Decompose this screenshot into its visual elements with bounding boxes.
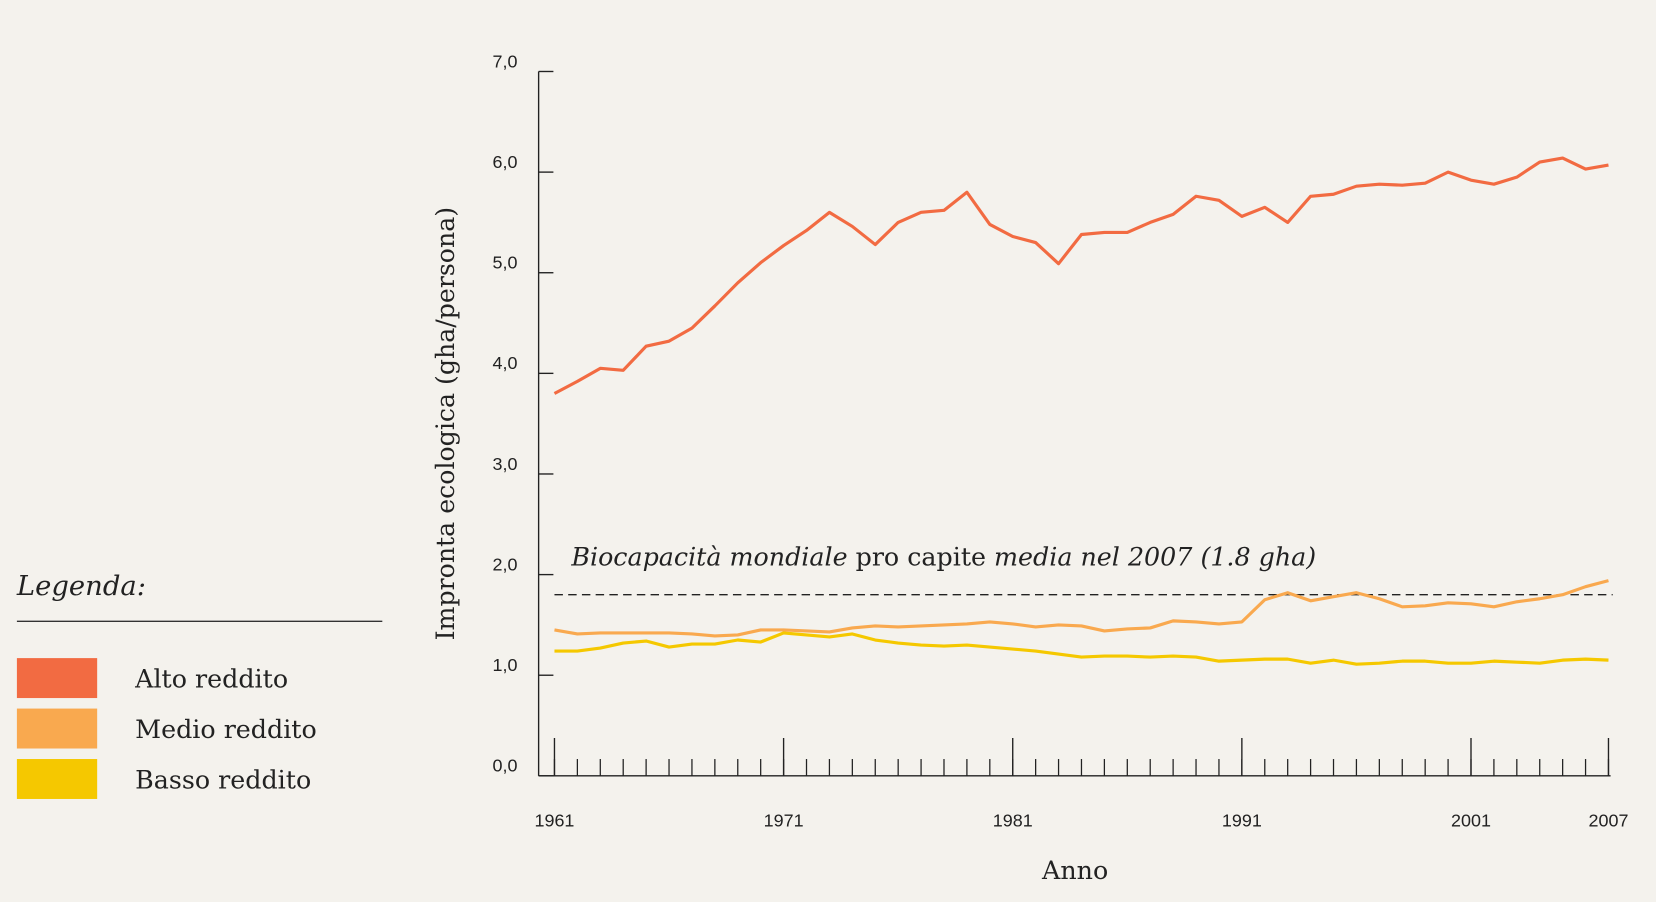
reference-label-part: media nel 2007 (1.8 gha) — [994, 543, 1316, 572]
x-tick-label: 1961 — [534, 810, 574, 830]
series-line — [554, 579, 1609, 638]
y-tick-label: 4,0 — [493, 353, 518, 373]
x-tick-label: 2007 — [1589, 810, 1629, 830]
reference-label: Biocapacità mondiale pro capite media ne… — [570, 543, 1316, 572]
x-axis-label: Anno — [1041, 856, 1108, 885]
legend-swatch — [16, 708, 98, 749]
legend-label: Alto reddito — [134, 665, 288, 694]
y-tick-label: 0,0 — [493, 756, 518, 776]
y-tick-label: 2,0 — [493, 554, 518, 574]
reference-label-part: Biocapacità mondiale — [570, 543, 847, 572]
x-tick-label: 1971 — [764, 810, 804, 830]
y-axis-label: Impronta ecologica (gha/persona) — [431, 207, 460, 640]
x-tick-label: 1981 — [993, 810, 1033, 830]
series-line — [553, 156, 1609, 395]
y-tick-label: 5,0 — [493, 253, 518, 273]
legend-swatch — [16, 759, 98, 799]
y-tick-label: 1,0 — [493, 655, 518, 675]
x-tick-label: 2001 — [1451, 810, 1491, 830]
y-tick-label: 7,0 — [493, 51, 518, 71]
y-tick-label: 3,0 — [493, 454, 518, 474]
legend-label: Medio reddito — [135, 715, 317, 744]
series-line — [554, 631, 1609, 666]
legend-swatch — [16, 658, 98, 699]
y-tick-label: 6,0 — [493, 152, 518, 172]
legend-label: Basso reddito — [135, 766, 311, 795]
reference-label-part: pro capite — [848, 543, 994, 572]
x-tick-label: 1991 — [1222, 810, 1262, 830]
legend-title: Legenda: — [16, 571, 146, 602]
